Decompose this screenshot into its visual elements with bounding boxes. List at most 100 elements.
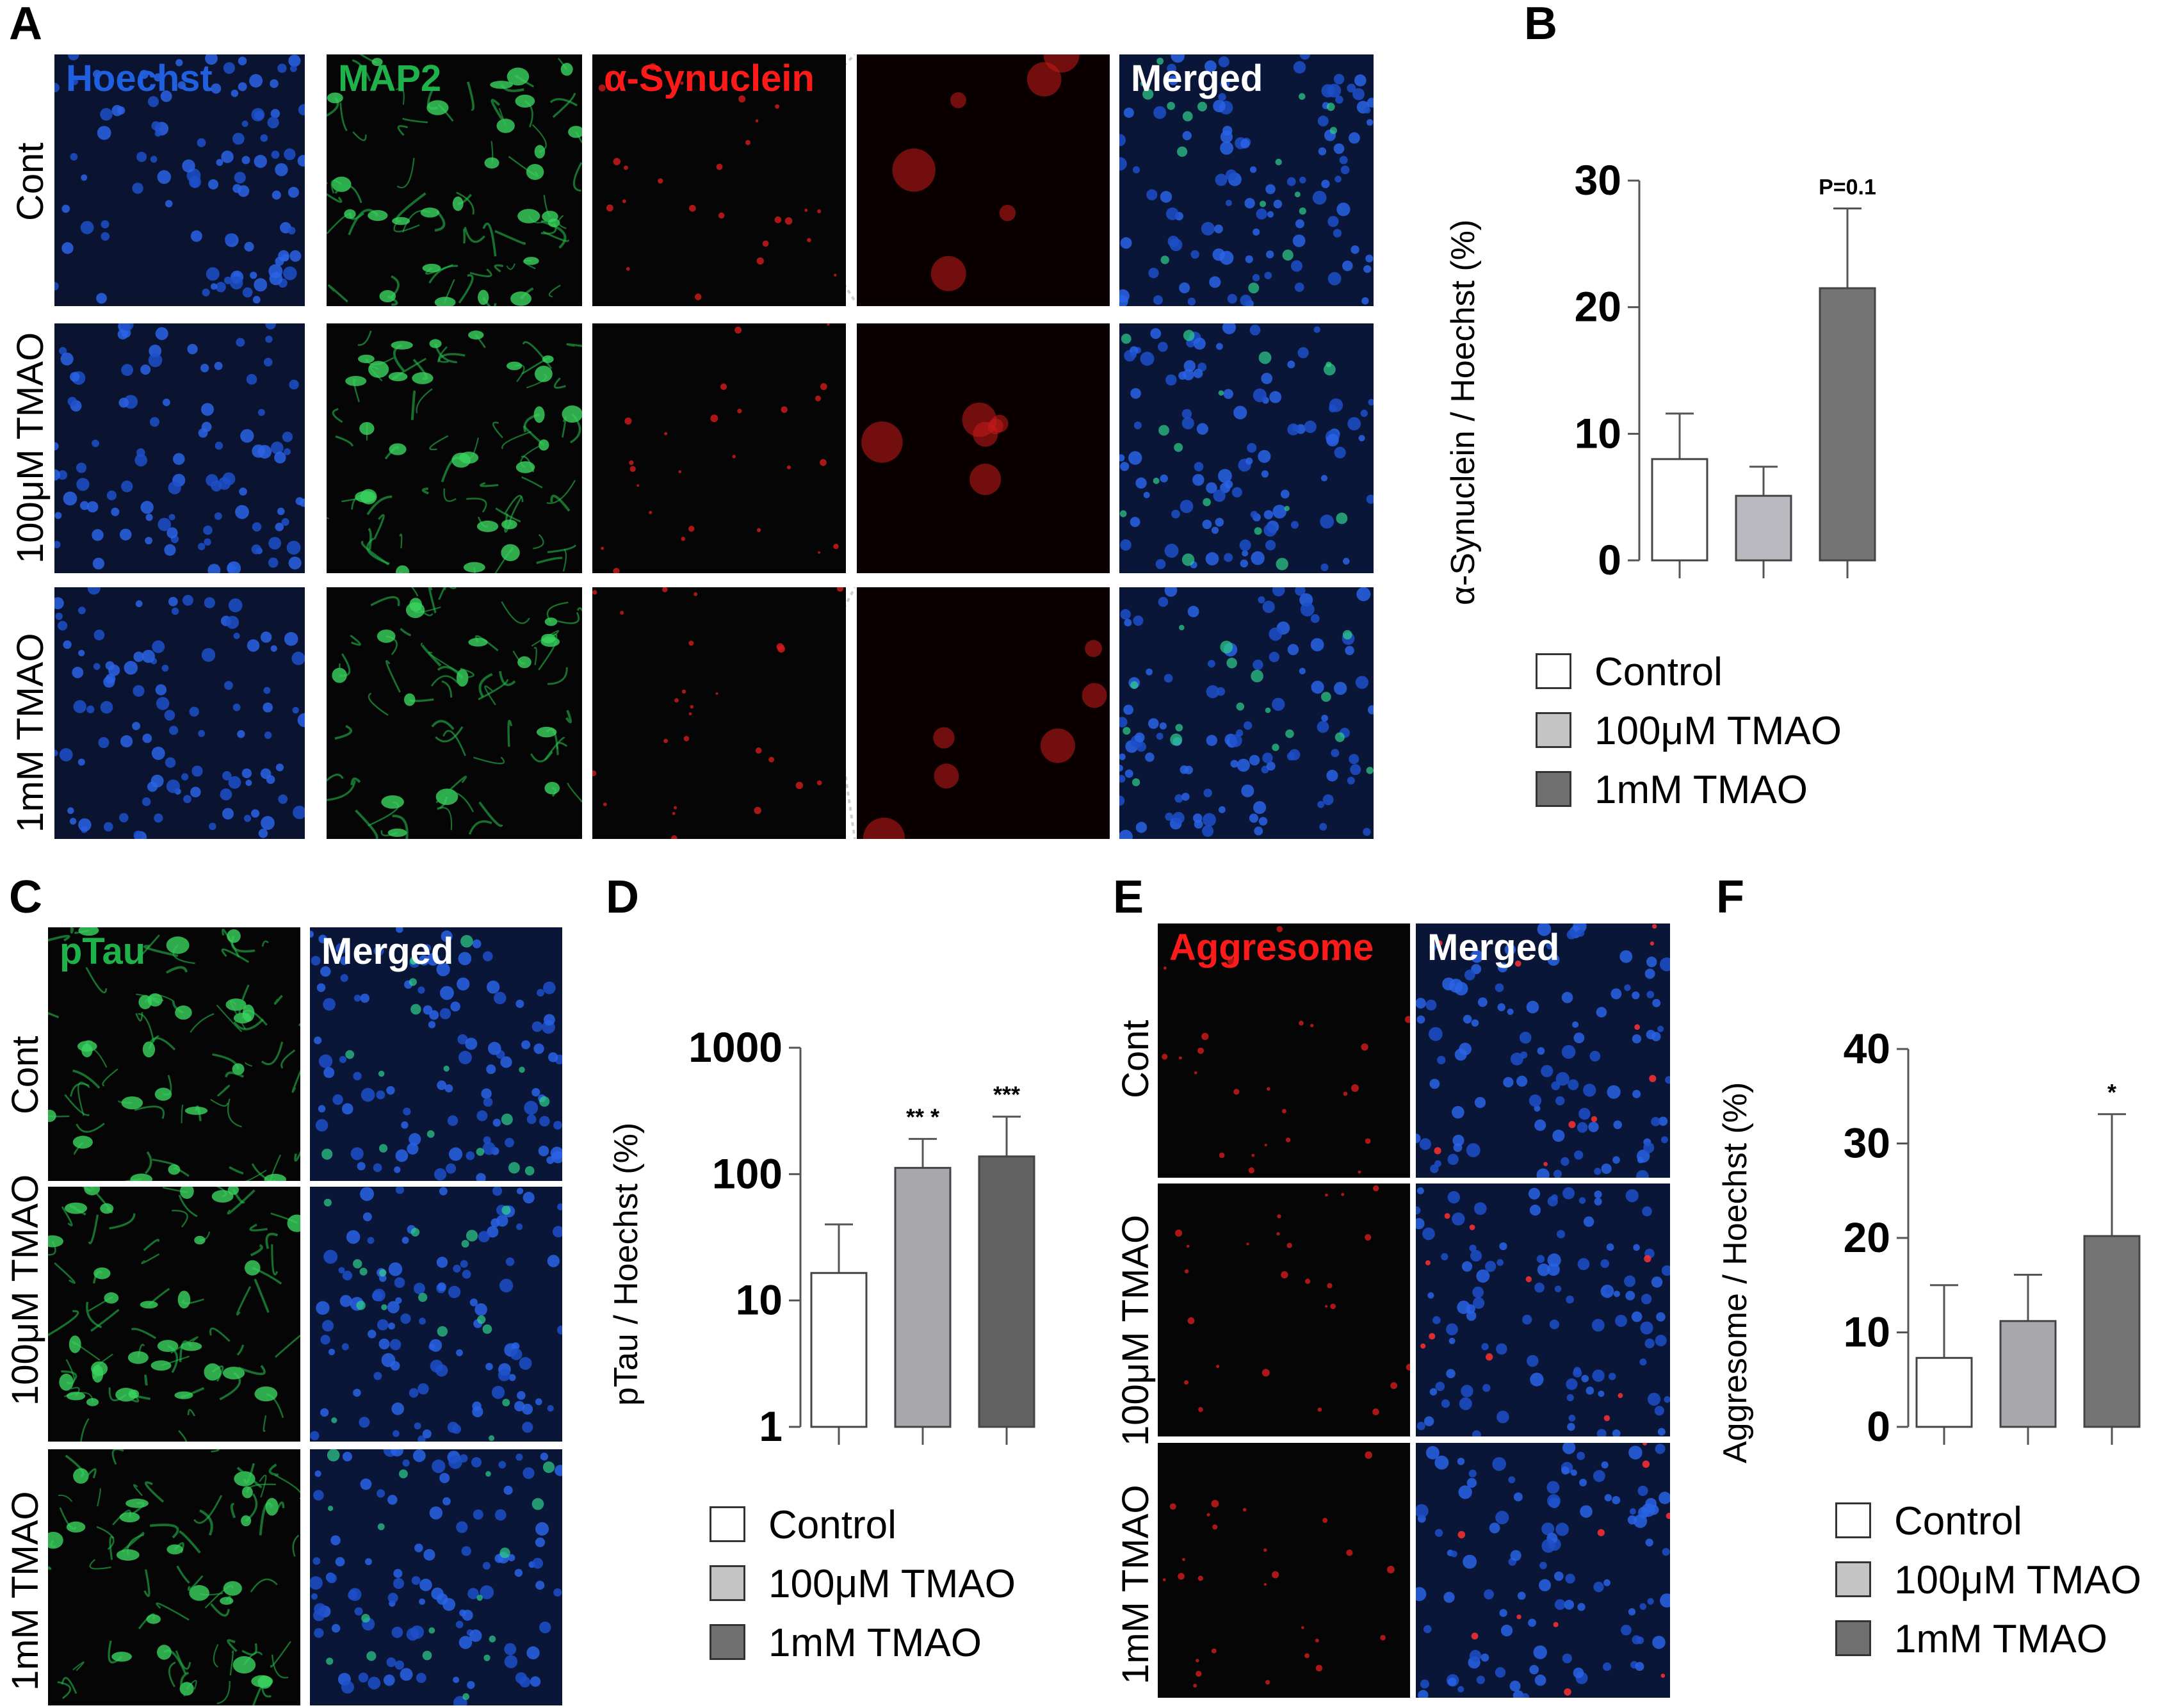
micrograph-a-r2-c3-texture (857, 587, 1110, 839)
legend-label-1mm: 1mM TMAO (768, 1621, 982, 1665)
legend-label-100um: 100μM TMAO (768, 1562, 1016, 1606)
micrograph-c-r0-c0: pTau (48, 927, 300, 1181)
row-label-e-1mm: 1mM TMAO (1115, 1484, 1156, 1685)
y-tick-label: 30 (1575, 156, 1621, 204)
micrograph-a-r2-c0 (54, 587, 305, 839)
legend-label-1mm: 1mM TMAO (1594, 768, 1808, 812)
panel-letter-d: D (606, 872, 639, 923)
legend-label-1mm: 1mM TMAO (1894, 1617, 2107, 1661)
micrograph-a-r1-c0 (54, 323, 305, 573)
micrograph-e-r0-c0: Aggresome (1158, 923, 1410, 1178)
micrograph-a-r0-c3-texture (857, 54, 1110, 306)
micrograph-a-r0-c0-texture (54, 54, 305, 306)
micrograph-e-r2-c0-texture (1162, 1451, 1395, 1688)
panel-letter-e: E (1113, 872, 1144, 923)
row-label-c-cont: Cont (4, 1036, 46, 1114)
legend-label-control: Control (1894, 1499, 2022, 1543)
significance-annotation: ** * (906, 1103, 939, 1130)
legend-swatch-control (710, 1506, 745, 1542)
y-tick-label: 10 (1844, 1308, 1890, 1356)
micrograph-a-r1-c0-texture (54, 323, 305, 573)
bar-chart-f: 0 10 20 30 40 * (1844, 1025, 2141, 1450)
micrograph-a-r2-c3 (857, 587, 1110, 839)
row-label-e-100um: 100μM TMAO (1115, 1214, 1156, 1446)
micrograph-a-r2-c1 (327, 587, 582, 839)
micrograph-a-r1-c2 (592, 323, 846, 573)
bar-2 (1819, 287, 1876, 562)
micrograph-c-r2-c1-texture (310, 1449, 562, 1705)
micrograph-a-r0-c1-texture (327, 54, 582, 306)
y-tick-label: 30 (1844, 1119, 1890, 1167)
micrograph-c-r2-c0-texture (48, 1449, 300, 1705)
y-tick-label: 10 (736, 1276, 783, 1324)
micrograph-a-r2-c2-texture (592, 587, 844, 839)
bar-chart-d: 1 10 100 1000 ** * *** (688, 1023, 1035, 1450)
micrograph-a-r0-c0: Hoechst (54, 54, 305, 306)
legend-label-control: Control (1594, 650, 1723, 694)
micrograph-a-r1-c4-texture (1119, 323, 1374, 573)
row-label-c-1mm: 1mM TMAO (4, 1491, 46, 1691)
bar-2 (978, 1155, 1035, 1428)
micrograph-a-r0-c4-texture (1119, 54, 1374, 306)
bar-0 (810, 1272, 868, 1428)
significance-annotation: * (2107, 1079, 2116, 1105)
panel-letter-f: F (1716, 872, 1744, 923)
significance-annotation: *** (993, 1082, 1020, 1108)
y-tick-label: 1000 (688, 1023, 783, 1071)
micrograph-c-r2-c1 (310, 1449, 562, 1705)
bar-1 (894, 1167, 952, 1428)
micrograph-a-r0-c0-channel-label: Hoechst (66, 58, 213, 99)
y-tick-label: 10 (1575, 409, 1621, 457)
micrograph-e-r0-c0-channel-label: Aggresome (1169, 927, 1374, 968)
micrograph-e-r1-c0 (1158, 1183, 1410, 1436)
legend-swatch-control (1835, 1502, 1871, 1538)
row-label-e-cont: Cont (1115, 1020, 1156, 1098)
bar-chart-b: 0 10 20 30 P=0.1 (1575, 156, 1876, 583)
micrograph-a-r0-c4-channel-label: Merged (1131, 58, 1263, 99)
micrograph-e-r1-c1-texture (1416, 1183, 1670, 1436)
significance-annotation: P=0.1 (1819, 175, 1876, 199)
y-tick-label: 40 (1844, 1025, 1890, 1072)
micrograph-c-r0-c0-texture (48, 927, 300, 1181)
y-axis-label-d: pTau / Hoechst (%) (608, 1122, 645, 1406)
micrograph-a-r0-c2-texture (598, 63, 837, 300)
micrograph-a-r1-c4 (1119, 323, 1374, 573)
micrograph-c-r0-c0-channel-label: pTau (60, 931, 146, 972)
micrograph-c-r2-c0 (48, 1449, 300, 1705)
micrograph-e-r2-c0 (1158, 1443, 1410, 1698)
legend-swatch-100um (1835, 1561, 1871, 1597)
micrograph-a-r2-c4-texture (1119, 587, 1374, 839)
micrograph-c-r1-c1-texture (310, 1187, 562, 1442)
micrograph-a-r0-c2: α-Synuclein (592, 54, 846, 306)
micrograph-e-r1-c1 (1416, 1183, 1670, 1436)
micrograph-a-r2-c0-texture (54, 587, 305, 839)
micrograph-c-r1-c0 (48, 1187, 300, 1442)
y-tick-label: 100 (712, 1150, 783, 1197)
bar-2 (2083, 1235, 2141, 1428)
micrograph-e-r2-c1-texture (1416, 1443, 1670, 1698)
micrograph-a-r0-c3 (857, 54, 1110, 306)
micrograph-e-r2-c1 (1416, 1443, 1670, 1698)
panel-letter-a: A (9, 0, 42, 49)
micrograph-c-r1-c0-texture (48, 1187, 300, 1442)
micrograph-a-r0-c1: MAP2 (327, 54, 582, 306)
micrograph-e-r1-c0-texture (1174, 1185, 1410, 1415)
y-tick-label: 0 (1867, 1403, 1890, 1450)
legend-label-control: Control (768, 1503, 896, 1547)
micrograph-a-r1-c1 (327, 323, 582, 573)
micrograph-a-r2-c2 (592, 587, 846, 839)
panel-letter-b: B (1524, 0, 1557, 49)
legend-swatch-1mm (710, 1624, 745, 1660)
micrograph-a-r0-c2-channel-label: α-Synuclein (604, 58, 815, 99)
legend-swatch-100um (1536, 712, 1571, 748)
legend-swatch-100um (710, 1565, 745, 1601)
legend-swatch-1mm (1835, 1620, 1871, 1656)
micrograph-e-r0-c1: Merged (1416, 923, 1670, 1178)
panel-letter-c: C (9, 872, 42, 923)
y-tick-label: 0 (1598, 536, 1621, 583)
legend-swatch-control (1536, 653, 1571, 689)
y-tick-label: 20 (1844, 1214, 1890, 1261)
micrograph-a-r1-c1-texture (327, 330, 582, 573)
y-tick-label: 1 (759, 1403, 783, 1450)
row-label-c-100um: 100μM TMAO (4, 1174, 46, 1406)
